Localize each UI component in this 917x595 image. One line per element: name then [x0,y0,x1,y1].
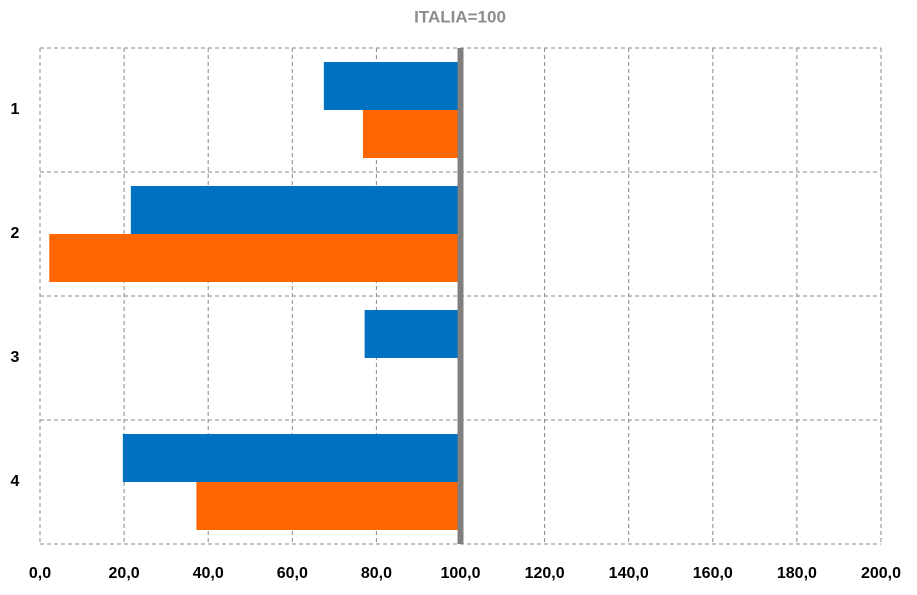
x-tick-label: 120,0 [525,565,565,582]
y-tick-label: 1 [11,101,20,118]
x-tick-label: 0,0 [29,565,51,582]
bar [364,310,461,358]
x-tick-label: 60,0 [277,565,308,582]
x-tick-label: 20,0 [109,565,140,582]
y-tick-label: 4 [11,473,20,490]
x-tick-label: 40,0 [193,565,224,582]
bar [49,234,461,282]
x-tick-label: 180,0 [777,565,817,582]
bar [196,482,461,530]
bar [122,434,461,482]
bar [323,62,461,110]
bar [362,110,461,158]
chart-title: ITALIA=100 [414,7,506,26]
bar [130,186,461,234]
x-tick-label: 100,0 [440,565,480,582]
x-tick-label: 200,0 [861,565,901,582]
x-tick-label: 140,0 [609,565,649,582]
y-tick-label: 3 [11,349,20,366]
x-tick-label: 80,0 [361,565,392,582]
x-tick-label: 160,0 [693,565,733,582]
y-tick-label: 2 [11,225,20,242]
